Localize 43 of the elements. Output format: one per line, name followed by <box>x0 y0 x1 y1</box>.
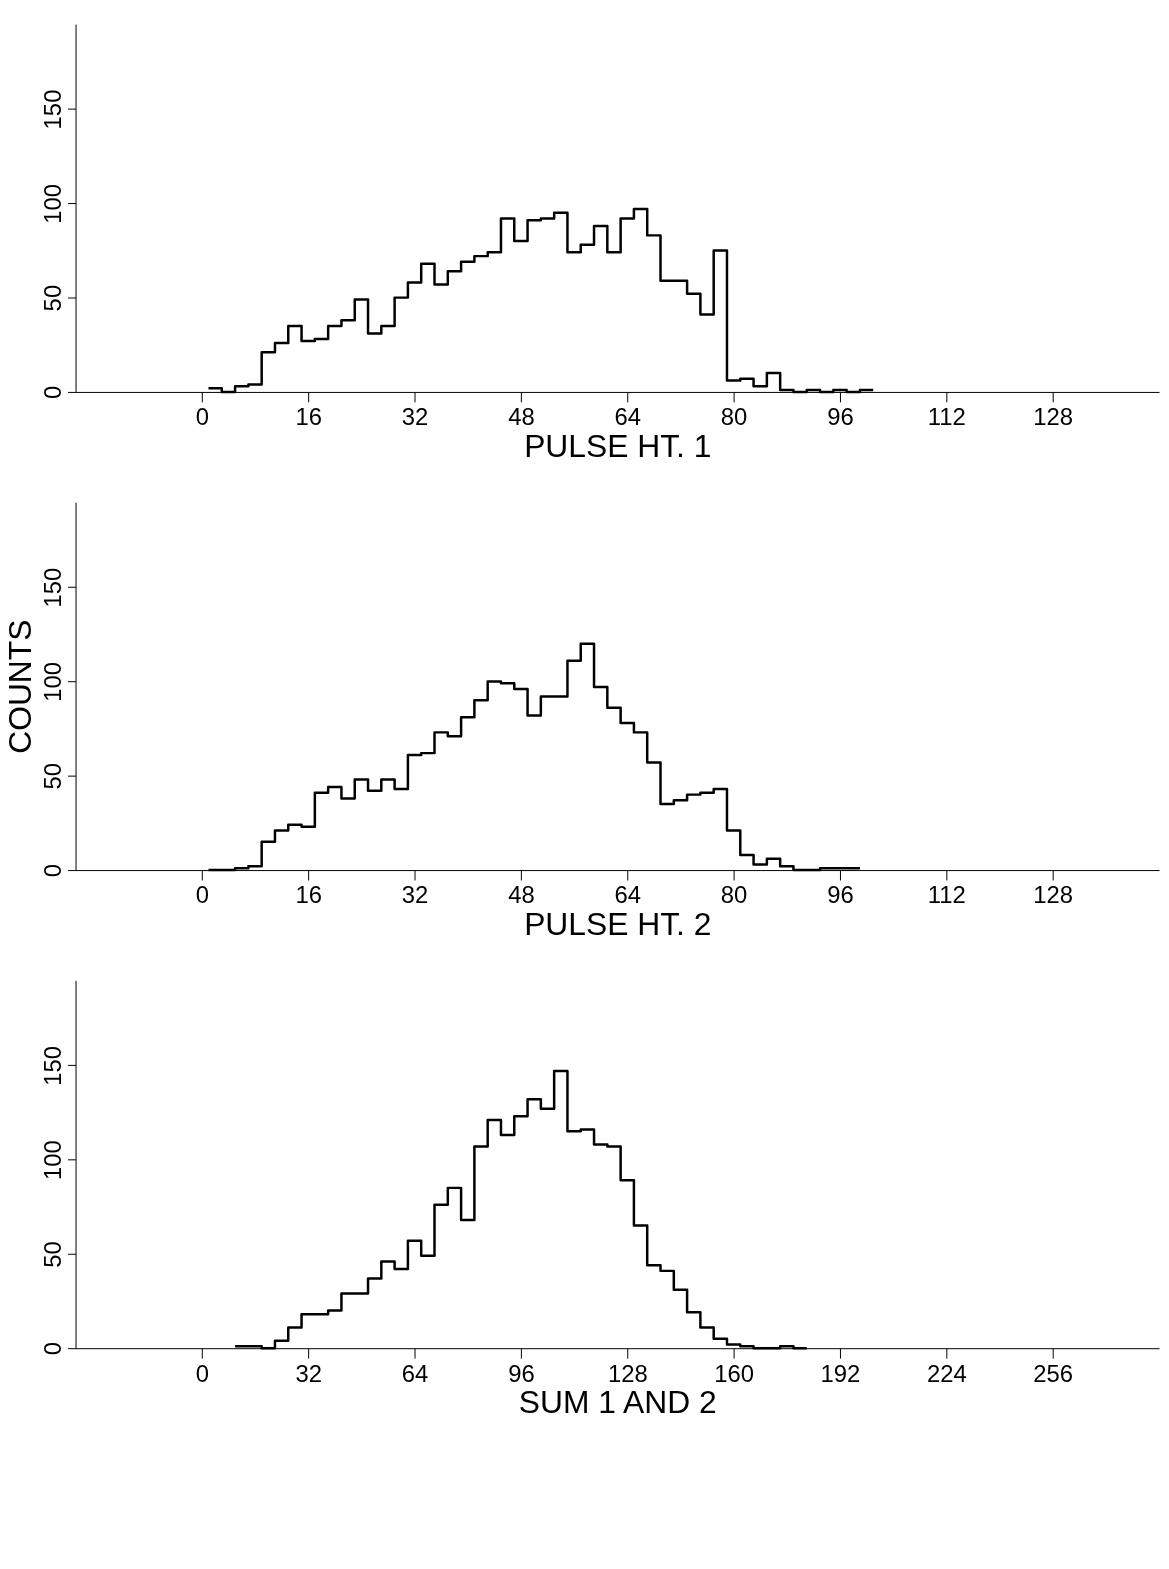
x-tick-label: 96 <box>827 403 854 431</box>
x-tick-label: 112 <box>927 881 966 909</box>
x-tick-label: 0 <box>195 1359 209 1387</box>
x-tick-label: 80 <box>720 403 748 431</box>
y-tick-label: 50 <box>39 284 67 312</box>
x-tick-label: 16 <box>295 881 322 909</box>
y-tick-label: 0 <box>39 863 67 878</box>
x-tick-label: 32 <box>401 403 429 431</box>
x-tick-label: 64 <box>401 1359 429 1387</box>
x-tick-label: 32 <box>401 881 429 909</box>
x-tick-label: 0 <box>195 403 209 431</box>
y-tick-label: 50 <box>39 1241 67 1268</box>
x-tick-label: 224 <box>926 1359 967 1387</box>
x-tick-label: 48 <box>508 881 535 909</box>
x-tick-label: 256 <box>1033 1359 1074 1387</box>
y-tick-label: 50 <box>39 762 67 790</box>
x-tick-label: 96 <box>508 1359 535 1387</box>
x-tick-label: 96 <box>827 881 854 909</box>
x-tick-label: 128 <box>1033 881 1074 909</box>
x-tick-label: 0 <box>195 881 209 909</box>
y-tick-label: 100 <box>39 183 67 224</box>
y-tick-label: 150 <box>39 1045 67 1086</box>
x-tick-label: 64 <box>614 881 642 909</box>
x-tick-label: 32 <box>295 1359 322 1387</box>
x-tick-label: 80 <box>720 881 748 909</box>
x-tick-label: 128 <box>607 1359 648 1387</box>
x-axis-title: PULSE HT. 1 <box>524 428 712 465</box>
x-tick-label: 48 <box>508 403 535 431</box>
x-tick-label: 192 <box>820 1359 861 1387</box>
x-tick-label: 64 <box>614 403 642 431</box>
y-axis-title: COUNTS <box>2 619 39 754</box>
y-tick-label: 0 <box>39 1342 67 1356</box>
y-tick-label: 0 <box>39 385 67 400</box>
x-tick-label: 112 <box>927 403 966 431</box>
x-tick-label: 128 <box>1033 403 1074 431</box>
x-axis-title: PULSE HT. 2 <box>524 906 712 943</box>
x-tick-label: 16 <box>295 403 322 431</box>
y-tick-label: 150 <box>39 567 67 608</box>
x-tick-label: 160 <box>714 1359 755 1387</box>
y-tick-label: 150 <box>39 89 67 130</box>
x-axis-title: SUM 1 AND 2 <box>518 1384 717 1421</box>
y-tick-label: 100 <box>39 1140 67 1180</box>
y-tick-label: 100 <box>39 662 67 702</box>
